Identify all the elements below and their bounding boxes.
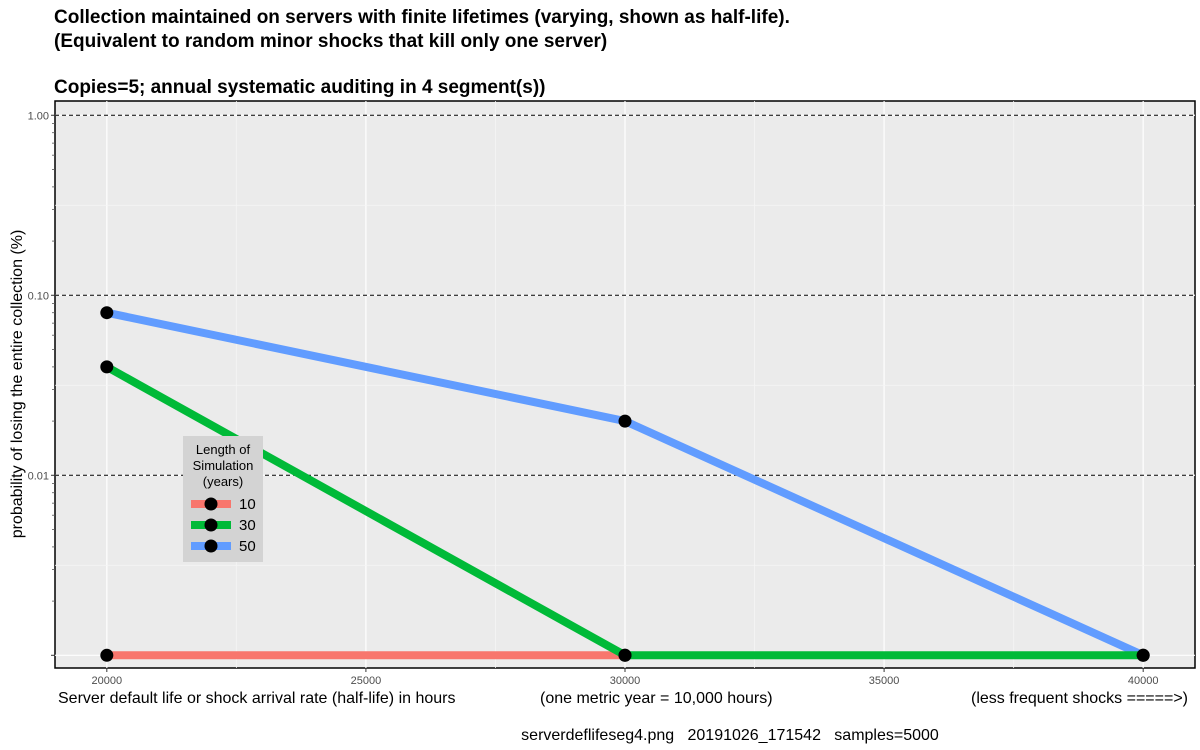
x-axis-label-middle: (one metric year = 10,000 hours) [540,690,773,707]
legend-swatch-point-50 [204,539,218,553]
x-tick-label: 25000 [351,675,382,687]
x-tick-label: 35000 [869,675,900,687]
y-tick-label: 0.01 [28,470,49,482]
x-axis-label-right: (less frequent shocks =====>) [971,690,1188,707]
x-axis-label-left: Server default life or shock arrival rat… [58,690,456,707]
data-point-50 [618,414,632,428]
chart-title-line-2: (Equivalent to random minor shocks that … [54,31,608,52]
x-tick-label: 40000 [1128,675,1159,687]
legend-title-line: Simulation [193,458,254,473]
data-point-10 [100,648,114,662]
data-point-50 [100,306,114,320]
y-tick-label: 0.10 [28,290,49,302]
y-axis-label: probability of losing the entire collect… [9,230,26,539]
chart-title-line-1: Collection maintained on servers with fi… [54,7,790,28]
y-tick-label: 1.00 [28,110,49,122]
x-tick-label: 20000 [92,675,123,687]
legend-label-50: 50 [239,538,256,555]
axis-ticks: 20000 25000 30000 35000 40000 0.01 0.10 1.00 [28,110,1159,687]
data-point-30 [618,648,632,662]
legend-box [183,436,263,562]
chart-subtitle: Copies=5; annual systematic auditing in … [54,77,546,98]
legend-swatch-point-10 [204,497,218,511]
series-points [100,306,1150,662]
data-point-30 [100,360,114,374]
caption-text: serverdeflifeseg4.png 20191026_171542 sa… [521,727,939,744]
legend-title-line: (years) [203,474,243,489]
legend-label-10: 10 [239,496,256,513]
legend-title-line: Length of [196,442,251,457]
x-tick-label: 30000 [610,675,641,687]
figure-caption: serverdeflifeseg4.png 20191026_171542 sa… [0,727,1200,745]
legend-swatch-point-30 [204,518,218,532]
legend-label-30: 30 [239,517,256,534]
data-point-50 [1136,648,1150,662]
